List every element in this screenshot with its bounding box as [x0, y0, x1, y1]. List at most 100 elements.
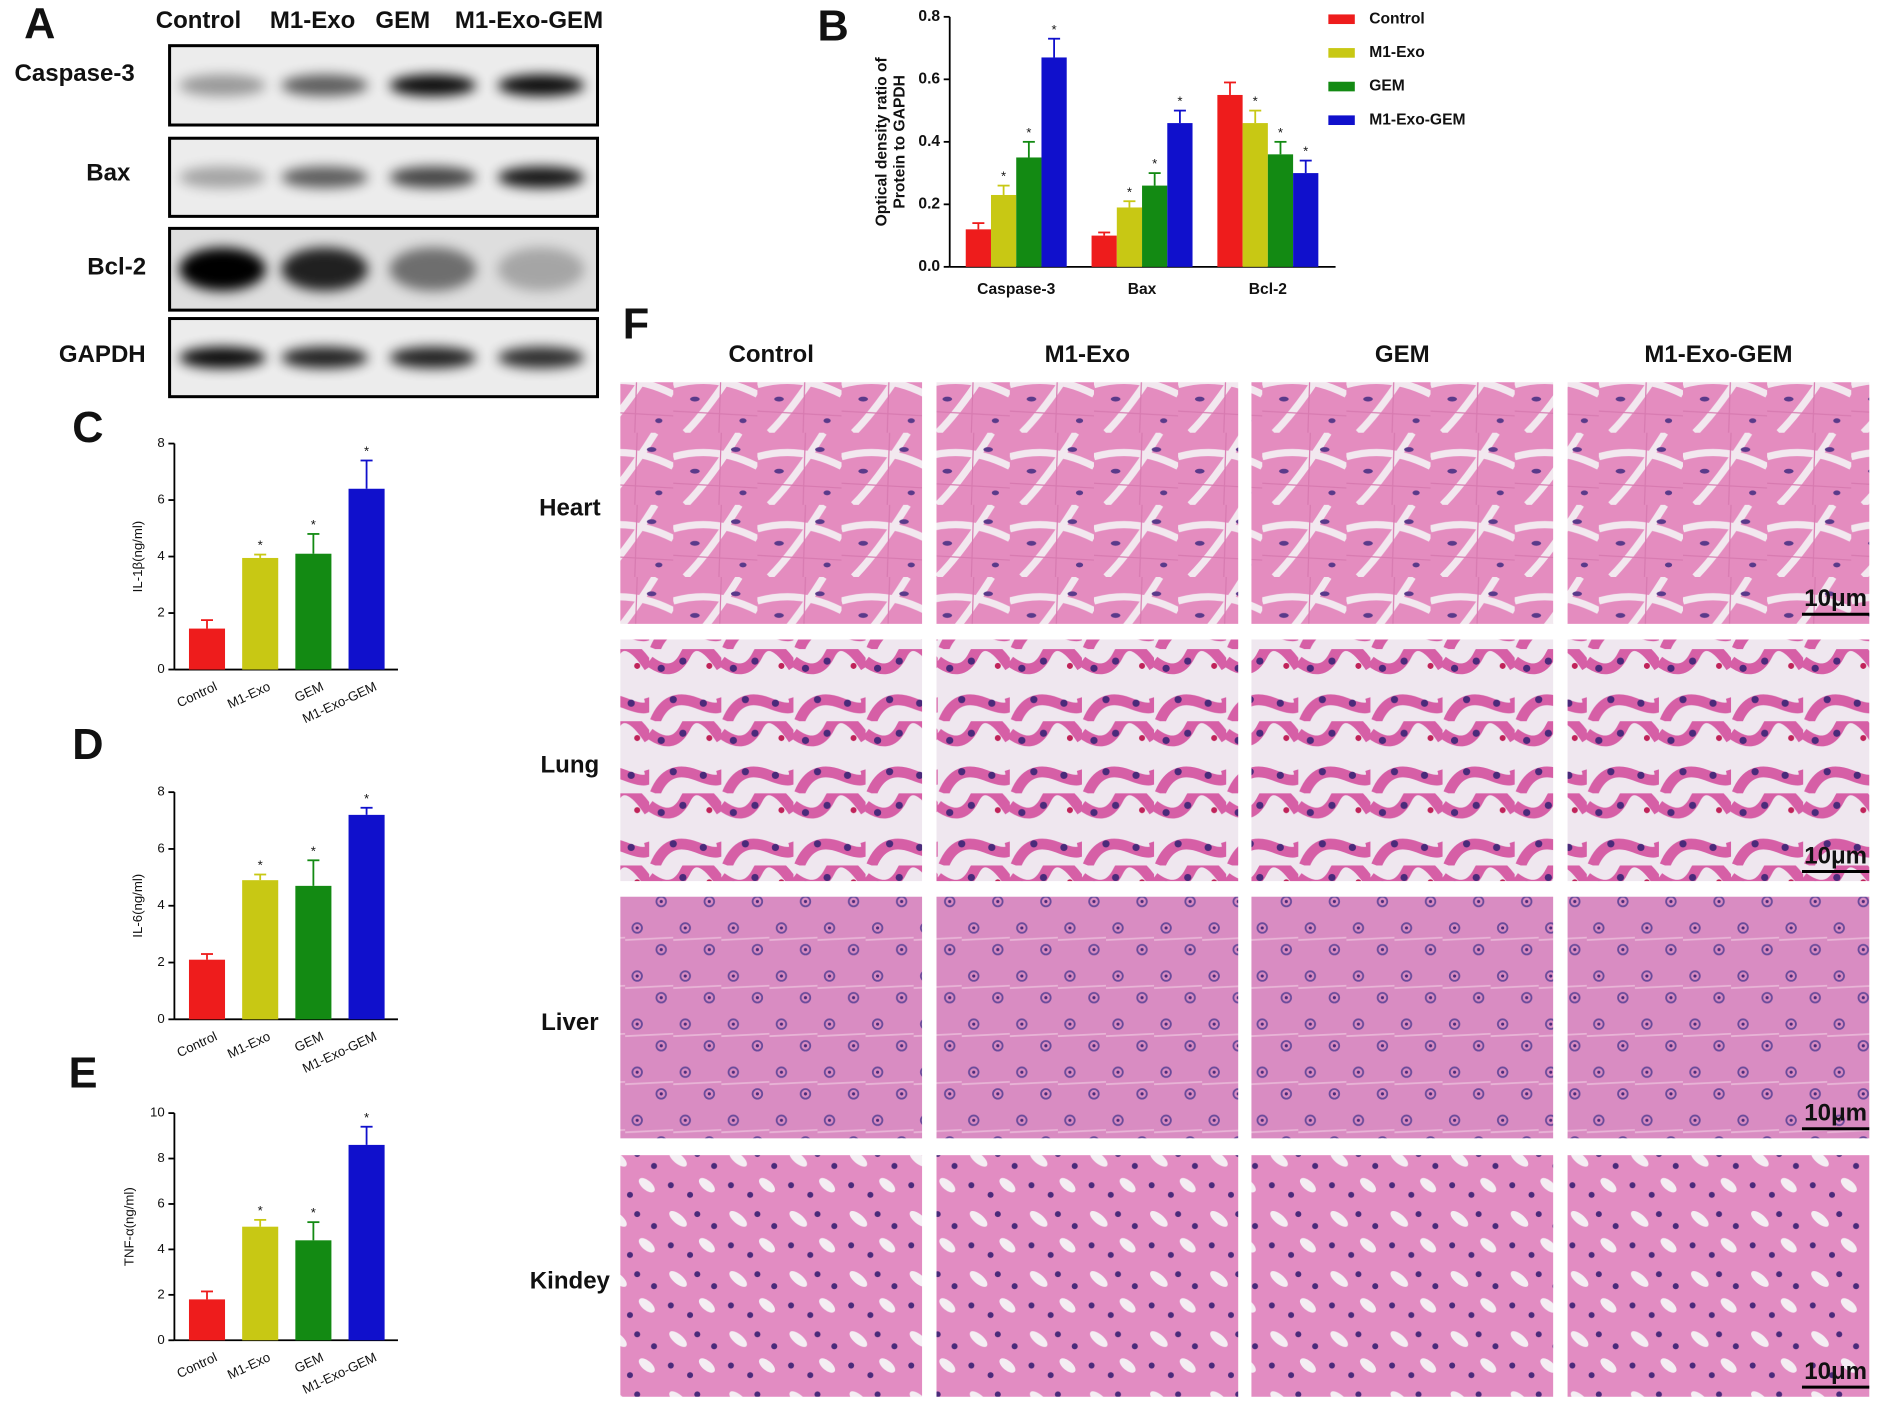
blot-band — [179, 247, 266, 291]
histology-image — [1251, 639, 1554, 882]
y-tick-label: 4 — [157, 897, 164, 912]
y-tick-label: 4 — [157, 1241, 164, 1256]
histology-image — [1567, 382, 1870, 624]
western-blot: Control M1-Exo GEM M1-Exo-GEM Caspase-3 Bax Bc… — [15, 7, 603, 399]
y-axis-label: Protein to GAPDH — [892, 75, 909, 209]
significance-mark: * — [258, 1203, 263, 1218]
blot-band — [497, 346, 585, 369]
x-tick-label: M1-Exo — [225, 1028, 273, 1061]
y-tick-label: 8 — [157, 1150, 164, 1165]
blot-band — [281, 74, 368, 97]
bar — [965, 229, 991, 267]
significance-mark: * — [1001, 169, 1006, 184]
y-tick-label: 8 — [157, 784, 164, 799]
row-label: Liver — [541, 1009, 598, 1036]
histology-image — [936, 896, 1239, 1139]
blot-band — [179, 74, 266, 97]
bar — [1267, 154, 1294, 267]
blot-band — [179, 346, 266, 369]
protein-label: Bcl-2 — [87, 253, 146, 280]
y-tick-label: 0.4 — [918, 133, 940, 150]
significance-mark: * — [364, 791, 369, 806]
blot-band — [389, 247, 477, 291]
x-tick-label: M1-Exo — [225, 679, 273, 712]
scale-bar-label: 10μm — [1804, 1358, 1867, 1385]
y-tick-label: 0.2 — [918, 195, 940, 212]
bar — [1293, 173, 1319, 267]
y-tick-label: 6 — [157, 1195, 164, 1210]
significance-mark: * — [364, 444, 369, 459]
histology-image — [1251, 382, 1554, 624]
histology-image — [936, 639, 1239, 882]
y-tick-label: 0.8 — [918, 8, 940, 25]
significance-mark: * — [311, 1205, 316, 1220]
y-axis-label: IL-6(ng/ml) — [130, 874, 145, 938]
y-tick-label: 8 — [157, 435, 164, 450]
significance-mark: * — [1026, 125, 1031, 140]
legend-swatch — [1328, 48, 1355, 58]
legend-label: GEM — [1369, 78, 1405, 95]
column-label: M1-Exo — [1045, 341, 1130, 368]
lane-label: M1-Exo — [270, 7, 355, 34]
lane-label: M1-Exo-GEM — [455, 7, 603, 34]
blot-band — [281, 166, 368, 189]
histology-image — [1567, 639, 1870, 882]
blot-band — [497, 74, 585, 97]
lane-label: Control — [156, 7, 241, 34]
y-axis-label: IL-1β(ng/ml) — [130, 521, 145, 593]
x-tick-label: Caspase-3 — [977, 281, 1055, 298]
y-tick-label: 2 — [157, 954, 164, 969]
bar — [1091, 235, 1117, 267]
bar — [1116, 207, 1143, 267]
blot-band — [389, 166, 477, 189]
row-label: Lung — [541, 752, 600, 779]
bar — [188, 959, 226, 1020]
bar — [1242, 123, 1268, 267]
protein-label: GAPDH — [59, 341, 146, 368]
y-axis-label: TNF-α(ng/ml) — [121, 1187, 136, 1266]
bar — [242, 557, 279, 670]
histology-image — [936, 1155, 1239, 1397]
row-label: Kindey — [530, 1267, 611, 1294]
x-tick-label: M1-Exo — [225, 1349, 273, 1382]
y-tick-label: 2 — [157, 1286, 164, 1301]
x-tick-label: GEM — [292, 1349, 326, 1375]
y-tick-label: 6 — [157, 840, 164, 855]
bar — [242, 1226, 279, 1341]
histology-image — [620, 639, 923, 882]
bar — [348, 1144, 385, 1341]
significance-mark: * — [1303, 144, 1308, 159]
y-tick-label: 6 — [157, 492, 164, 507]
significance-mark: * — [258, 858, 263, 873]
protein-label: Caspase-3 — [15, 60, 135, 87]
bar — [188, 1299, 226, 1341]
scale-bar-label: 10μm — [1804, 585, 1867, 612]
bar — [990, 194, 1017, 267]
blot-band — [281, 346, 368, 369]
bar — [1167, 123, 1193, 267]
legend-swatch — [1328, 14, 1355, 25]
scale-bar-label: 10μm — [1804, 1100, 1867, 1127]
y-tick-label: 0 — [157, 661, 164, 676]
row-label: Heart — [539, 494, 600, 521]
protein-label: Bax — [86, 160, 131, 187]
blot-band — [179, 166, 266, 189]
bar — [1142, 185, 1168, 267]
y-tick-label: 4 — [157, 548, 164, 563]
y-tick-label: 0 — [157, 1332, 164, 1347]
blot-band — [281, 247, 368, 291]
histology-image — [1567, 896, 1870, 1139]
histology-image — [620, 1155, 923, 1397]
panel-label: E — [69, 1049, 98, 1097]
bar — [1016, 157, 1042, 267]
bar — [242, 880, 279, 1020]
significance-mark: * — [1052, 22, 1057, 37]
blot-band — [497, 166, 585, 189]
panel-label: C — [72, 404, 103, 452]
legend-swatch — [1328, 81, 1355, 92]
significance-mark: * — [258, 538, 263, 553]
x-tick-label: Control — [174, 1028, 219, 1060]
significance-mark: * — [364, 1110, 369, 1125]
lane-label: GEM — [375, 7, 430, 34]
